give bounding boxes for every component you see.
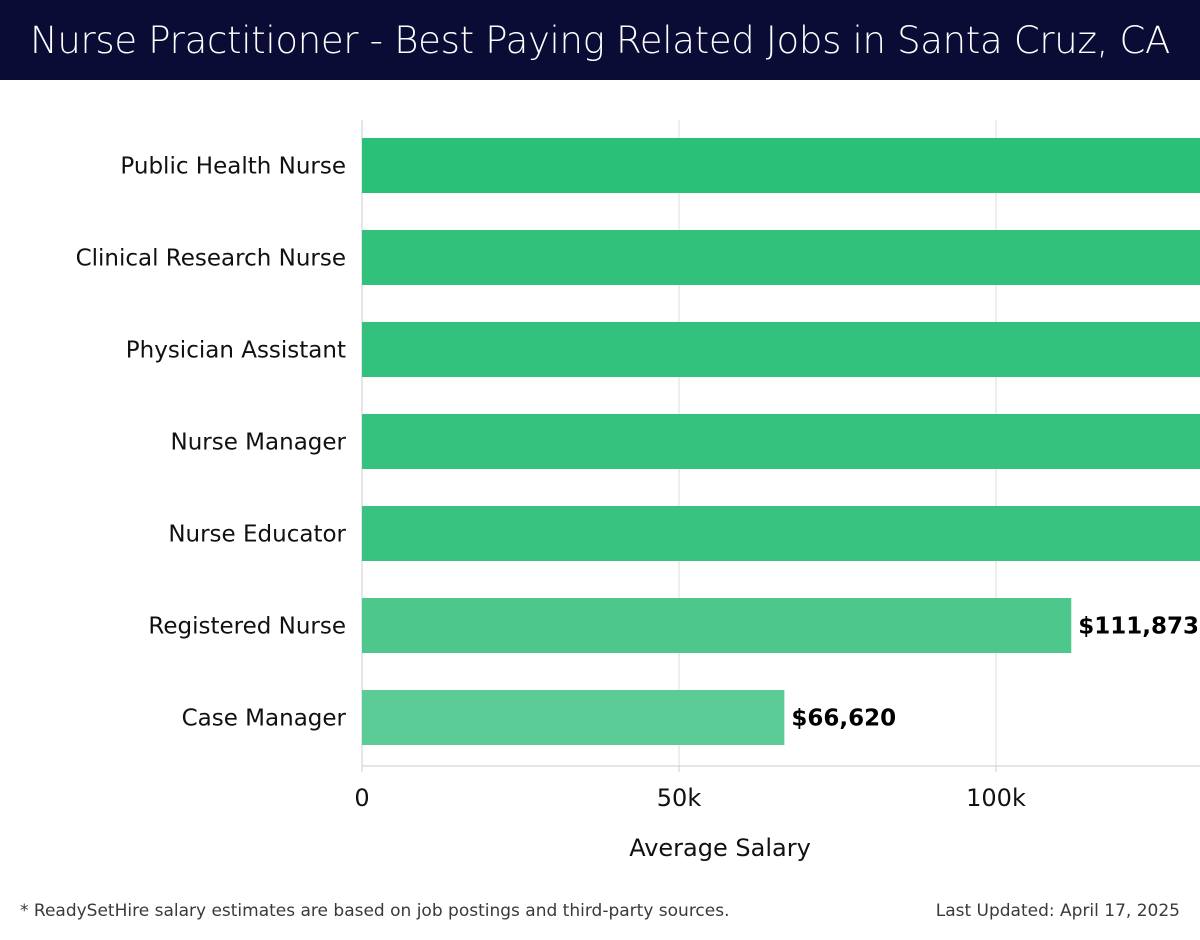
bar-chart: Public Health Nurse Clinical Research Nur…: [76, 120, 1200, 862]
bars: [362, 138, 1200, 745]
bar: [362, 506, 1200, 561]
x-tick-label: 0: [354, 784, 369, 812]
bar: [362, 414, 1200, 469]
category-label: Public Health Nurse: [120, 154, 346, 180]
chart-header: Nurse Practitioner - Best Paying Related…: [0, 0, 1200, 80]
x-tick-label: 50k: [657, 784, 702, 812]
chart-title: Nurse Practitioner - Best Paying Related…: [29, 18, 1171, 62]
category-label: Case Manager: [182, 706, 347, 732]
value-label: $111,873: [1078, 614, 1199, 640]
category-label: Physician Assistant: [126, 338, 346, 364]
bar: [362, 138, 1200, 193]
footer-note: * ReadySetHire salary estimates are base…: [20, 901, 730, 921]
category-label: Nurse Manager: [171, 430, 347, 456]
footer-updated: Last Updated: April 17, 2025: [935, 901, 1180, 921]
value-labels: $215,362$175,390$174,216$171,700$163,590…: [791, 614, 1199, 732]
x-axis-title: Average Salary: [629, 834, 811, 862]
category-label: Nurse Educator: [168, 522, 346, 548]
bar: [362, 690, 785, 745]
x-tick-label: 100k: [966, 784, 1026, 812]
category-label: Registered Nurse: [148, 614, 346, 640]
value-label: $66,620: [791, 706, 896, 732]
category-label: Clinical Research Nurse: [76, 246, 346, 272]
x-axis-ticks: 050k100k150k200k: [354, 766, 1026, 812]
bar: [362, 230, 1200, 285]
bar: [362, 322, 1200, 377]
category-labels: Public Health Nurse Clinical Research Nur…: [76, 154, 347, 732]
bar: [362, 598, 1072, 653]
